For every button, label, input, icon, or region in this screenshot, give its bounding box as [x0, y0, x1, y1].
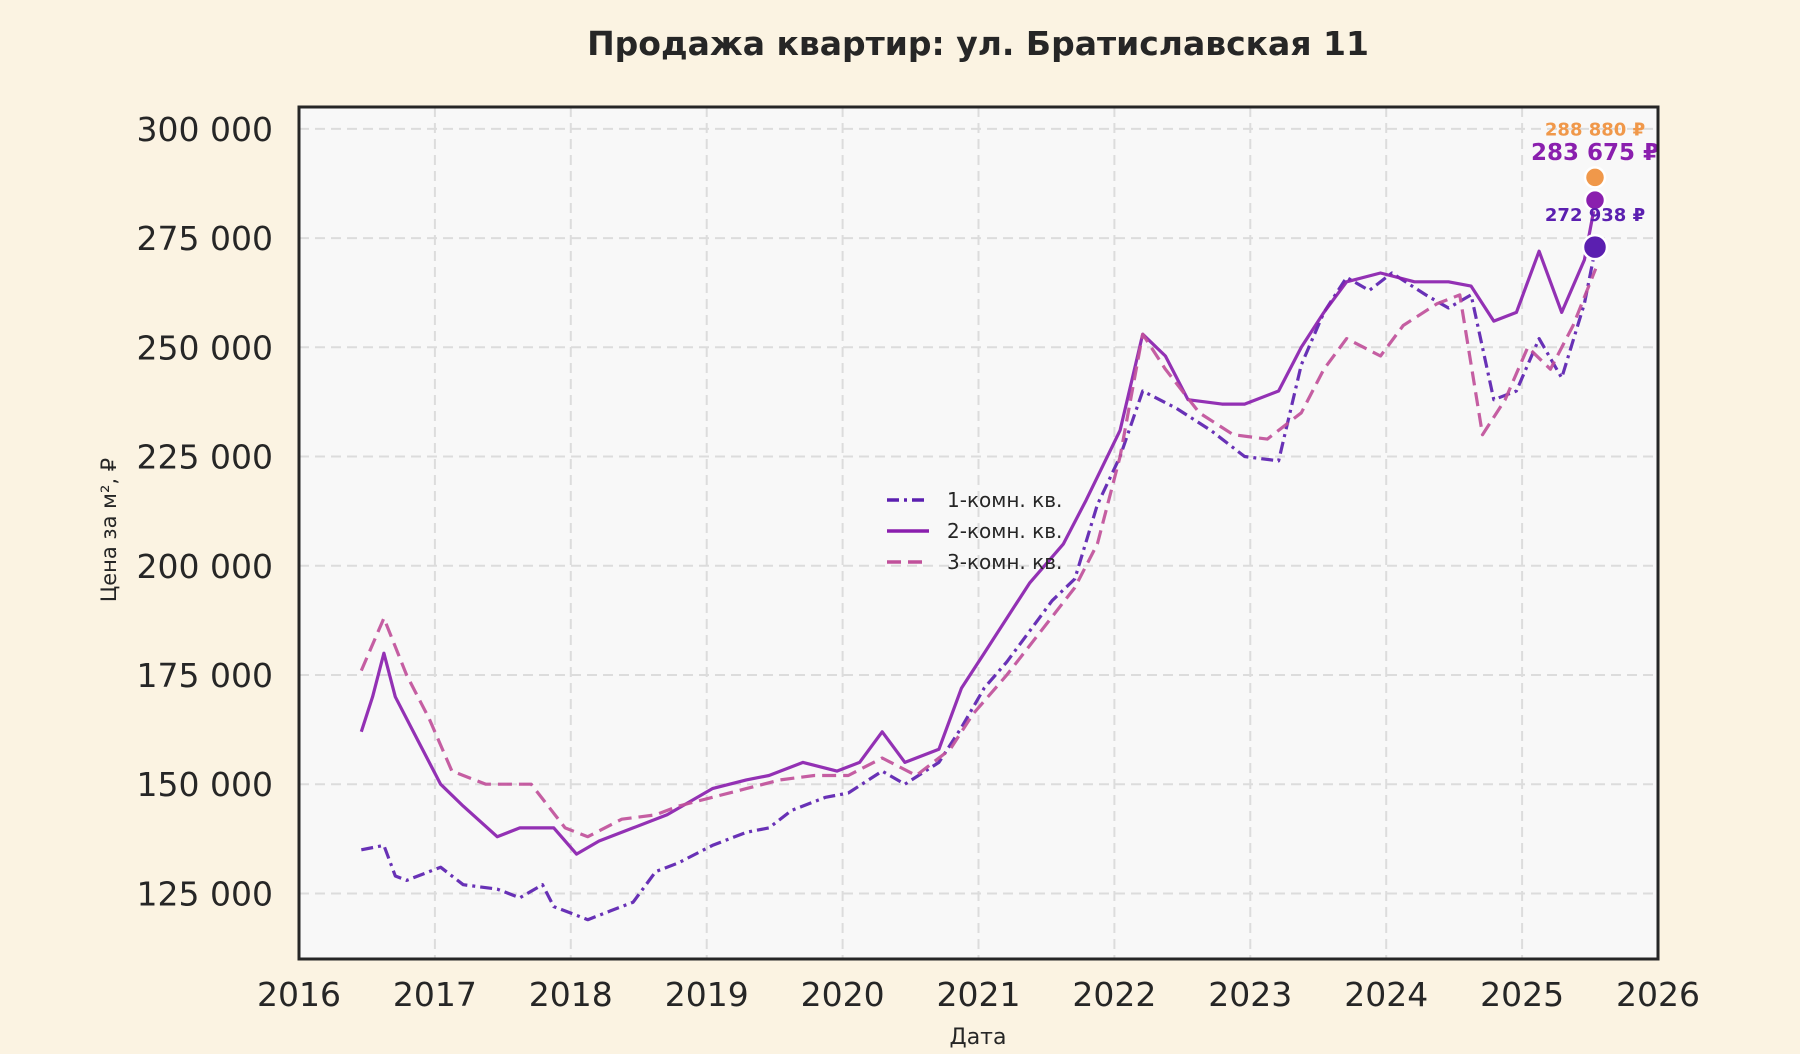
legend-label-2: 2-комн. кв.	[947, 519, 1062, 543]
y-tick-label: 200 000	[137, 547, 273, 586]
chart-title: Продажа квартир: ул. Братиславская 11	[587, 24, 1369, 63]
y-tick-label: 125 000	[137, 874, 273, 913]
series-line-3	[359, 268, 1598, 839]
x-tick-label: 2024	[1344, 975, 1428, 1014]
y-tick-label: 150 000	[137, 765, 273, 804]
x-tick-label: 2020	[801, 975, 885, 1014]
end-value-label-3: 288 880 ₽	[1545, 119, 1645, 140]
y-tick-label: 250 000	[137, 328, 273, 367]
y-tick-label: 175 000	[137, 656, 273, 695]
x-tick-label: 2018	[529, 975, 613, 1014]
legend: 1-комн. кв. 2-комн. кв. 3-комн. кв.	[887, 488, 1062, 574]
legend-label-1: 1-комн. кв.	[947, 488, 1062, 512]
end-value-label-1: 272 938 ₽	[1545, 205, 1645, 226]
y-axis-label: Цена за м², ₽	[97, 458, 121, 602]
x-tick-label: 2022	[1072, 975, 1156, 1014]
x-tick-label: 2017	[393, 975, 477, 1014]
tick-labels: 2016 2017 2018 2019 2020 2021 2022 2023 2024 2025…	[137, 110, 1700, 1014]
y-tick-label: 225 000	[137, 438, 273, 477]
end-marker-3	[1583, 166, 1607, 189]
plot-frame	[297, 105, 1660, 961]
grid-layer	[299, 107, 1658, 959]
end-marker-1	[1581, 233, 1609, 261]
series-layer	[359, 199, 1598, 922]
end-markers: 288 880 ₽283 675 ₽ 272 938 ₽	[1531, 119, 1659, 261]
x-axis-label: Дата	[950, 1025, 1007, 1050]
x-tick-label: 2021	[937, 975, 1021, 1014]
x-tick-label: 2023	[1208, 975, 1292, 1014]
end-value-label-2: 283 675 ₽	[1531, 140, 1659, 166]
x-tick-label: 2016	[257, 975, 341, 1014]
series-line-1	[360, 246, 1598, 922]
x-tick-label: 2019	[665, 975, 749, 1014]
y-tick-label: 275 000	[137, 219, 273, 258]
legend-label-3: 3-комн. кв.	[947, 550, 1062, 574]
x-tick-label: 2026	[1616, 975, 1700, 1014]
end-marker-2	[1583, 188, 1607, 212]
y-tick-label: 300 000	[137, 110, 273, 149]
series-line-2	[359, 199, 1598, 856]
x-tick-label: 2025	[1480, 975, 1564, 1014]
